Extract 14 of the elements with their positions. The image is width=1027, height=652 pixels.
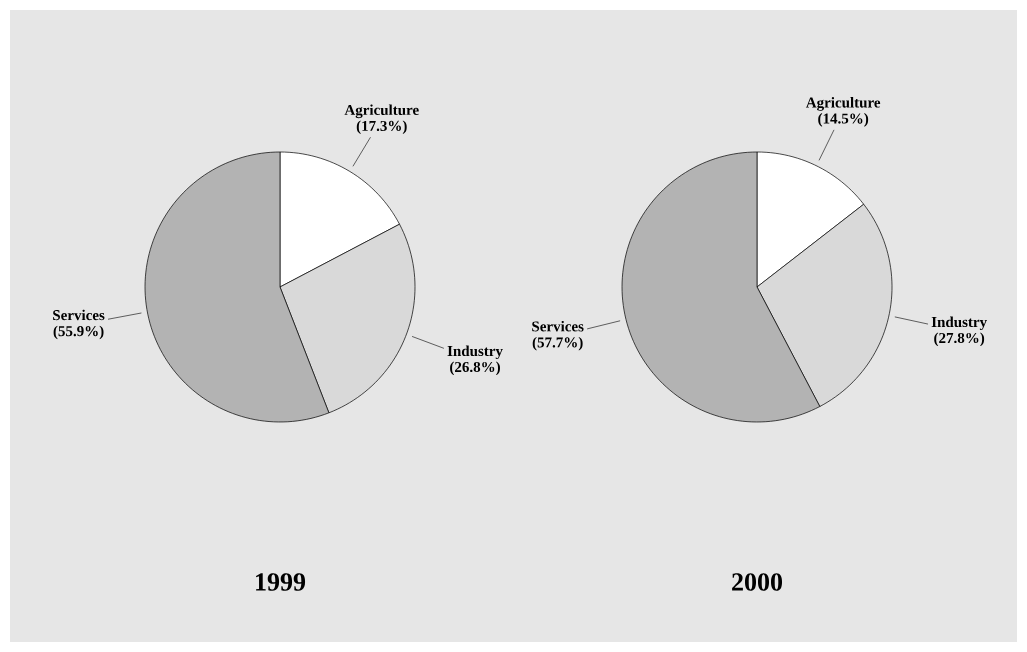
text: 2000 — [732, 573, 783, 591]
data-label: (55.9%) — [53, 325, 104, 340]
slice-label: Industry — [447, 345, 503, 360]
slice-label: Agriculture — [344, 104, 419, 119]
data-label: (27.8%) — [934, 332, 985, 347]
slice-label: Services — [532, 320, 584, 332]
slice-label: Industry — [931, 316, 987, 331]
data-label: (14.5%) — [818, 113, 869, 127]
data-label: (26.8%) — [450, 361, 500, 376]
slice-label: Agriculture — [805, 97, 881, 111]
data-label: (57.7%) — [532, 336, 583, 351]
slice-label: Services — [53, 309, 105, 321]
data-label: (17.3%) — [356, 120, 407, 135]
text: 1999 — [256, 573, 306, 591]
